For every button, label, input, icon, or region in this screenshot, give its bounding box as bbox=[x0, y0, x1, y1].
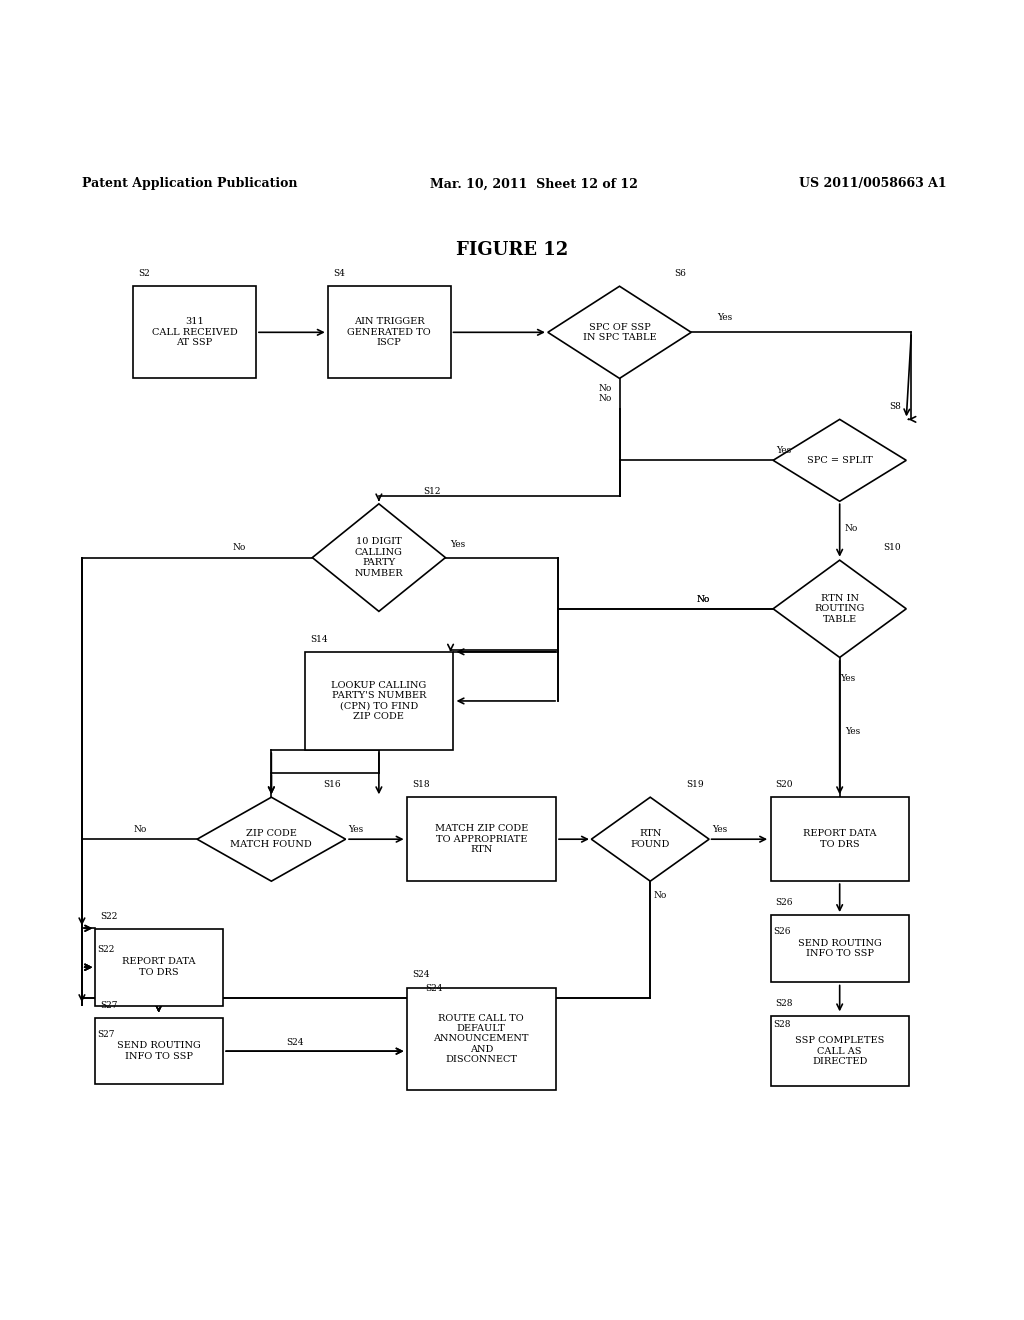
Text: FIGURE 12: FIGURE 12 bbox=[456, 242, 568, 260]
Text: S16: S16 bbox=[323, 780, 340, 789]
Text: No: No bbox=[133, 825, 146, 834]
Polygon shape bbox=[773, 560, 906, 657]
Text: S19: S19 bbox=[686, 780, 705, 789]
FancyBboxPatch shape bbox=[407, 987, 555, 1090]
Text: S8: S8 bbox=[889, 403, 901, 411]
Text: AIN TRIGGER
GENERATED TO
ISCP: AIN TRIGGER GENERATED TO ISCP bbox=[347, 317, 431, 347]
Polygon shape bbox=[312, 504, 445, 611]
Text: RTN
FOUND: RTN FOUND bbox=[631, 829, 670, 849]
Text: REPORT DATA
TO DRS: REPORT DATA TO DRS bbox=[122, 957, 196, 977]
Text: Yes: Yes bbox=[845, 727, 860, 737]
Text: S28: S28 bbox=[773, 1019, 791, 1028]
Text: Yes: Yes bbox=[717, 313, 732, 322]
FancyBboxPatch shape bbox=[133, 286, 256, 379]
Text: 10 DIGIT
CALLING
PARTY
NUMBER: 10 DIGIT CALLING PARTY NUMBER bbox=[354, 537, 403, 578]
FancyBboxPatch shape bbox=[305, 652, 453, 750]
Text: SSP COMPLETES
CALL AS
DIRECTED: SSP COMPLETES CALL AS DIRECTED bbox=[795, 1036, 885, 1067]
Text: S12: S12 bbox=[423, 487, 440, 495]
Text: S28: S28 bbox=[776, 999, 794, 1008]
Text: S18: S18 bbox=[412, 780, 430, 789]
Text: S10: S10 bbox=[884, 543, 901, 552]
Text: S22: S22 bbox=[100, 912, 117, 920]
Text: REPORT DATA
TO DRS: REPORT DATA TO DRS bbox=[803, 829, 877, 849]
FancyBboxPatch shape bbox=[770, 916, 909, 982]
Text: SEND ROUTING
INFO TO SSP: SEND ROUTING INFO TO SSP bbox=[798, 939, 882, 958]
Polygon shape bbox=[197, 797, 346, 882]
Text: Mar. 10, 2011  Sheet 12 of 12: Mar. 10, 2011 Sheet 12 of 12 bbox=[430, 177, 638, 190]
Polygon shape bbox=[592, 797, 709, 882]
Text: No: No bbox=[232, 544, 246, 553]
Text: No: No bbox=[696, 595, 710, 603]
Polygon shape bbox=[773, 420, 906, 502]
Text: S6: S6 bbox=[674, 269, 686, 279]
Text: Yes: Yes bbox=[348, 825, 364, 834]
FancyBboxPatch shape bbox=[94, 929, 223, 1006]
Text: S26: S26 bbox=[773, 928, 791, 936]
Text: S26: S26 bbox=[776, 899, 794, 907]
Text: SPC = SPLIT: SPC = SPLIT bbox=[807, 455, 872, 465]
Text: No: No bbox=[845, 524, 858, 533]
FancyBboxPatch shape bbox=[328, 286, 451, 379]
Text: S27: S27 bbox=[97, 1030, 115, 1039]
Text: No: No bbox=[599, 395, 612, 404]
Text: RTN IN
ROUTING
TABLE: RTN IN ROUTING TABLE bbox=[814, 594, 865, 623]
Text: Yes: Yes bbox=[712, 825, 727, 834]
Text: 311
CALL RECEIVED
AT SSP: 311 CALL RECEIVED AT SSP bbox=[152, 317, 238, 347]
Text: ZIP CODE
MATCH FOUND: ZIP CODE MATCH FOUND bbox=[230, 829, 312, 849]
Text: S27: S27 bbox=[100, 1001, 118, 1010]
FancyBboxPatch shape bbox=[407, 797, 555, 882]
Text: S24: S24 bbox=[412, 970, 430, 979]
Text: SPC OF SSP
IN SPC TABLE: SPC OF SSP IN SPC TABLE bbox=[583, 322, 656, 342]
Text: ROUTE CALL TO
DEFAULT
ANNOUNCEMENT
AND
DISCONNECT: ROUTE CALL TO DEFAULT ANNOUNCEMENT AND D… bbox=[433, 1014, 529, 1064]
Text: No: No bbox=[653, 891, 667, 900]
Text: No: No bbox=[696, 595, 710, 603]
Text: Patent Application Publication: Patent Application Publication bbox=[82, 177, 297, 190]
Text: MATCH ZIP CODE
TO APPROPRIATE
RTN: MATCH ZIP CODE TO APPROPRIATE RTN bbox=[434, 824, 528, 854]
FancyBboxPatch shape bbox=[770, 1016, 909, 1086]
Polygon shape bbox=[548, 286, 691, 379]
Text: US 2011/0058663 A1: US 2011/0058663 A1 bbox=[799, 177, 946, 190]
Text: S24: S24 bbox=[425, 983, 442, 993]
Text: No: No bbox=[599, 384, 612, 392]
Text: SEND ROUTING
INFO TO SSP: SEND ROUTING INFO TO SSP bbox=[117, 1041, 201, 1061]
FancyBboxPatch shape bbox=[94, 1018, 223, 1085]
Text: S2: S2 bbox=[138, 269, 150, 279]
Text: S24: S24 bbox=[287, 1038, 304, 1047]
Text: Yes: Yes bbox=[451, 540, 466, 549]
Text: Yes: Yes bbox=[840, 675, 855, 682]
Text: S4: S4 bbox=[333, 269, 345, 279]
FancyBboxPatch shape bbox=[770, 797, 909, 882]
Text: Yes: Yes bbox=[776, 446, 792, 455]
Text: S22: S22 bbox=[97, 945, 115, 954]
Text: LOOKUP CALLING
PARTY'S NUMBER
(CPN) TO FIND
ZIP CODE: LOOKUP CALLING PARTY'S NUMBER (CPN) TO F… bbox=[331, 681, 427, 721]
Text: S20: S20 bbox=[776, 780, 794, 789]
Text: S14: S14 bbox=[309, 635, 328, 644]
